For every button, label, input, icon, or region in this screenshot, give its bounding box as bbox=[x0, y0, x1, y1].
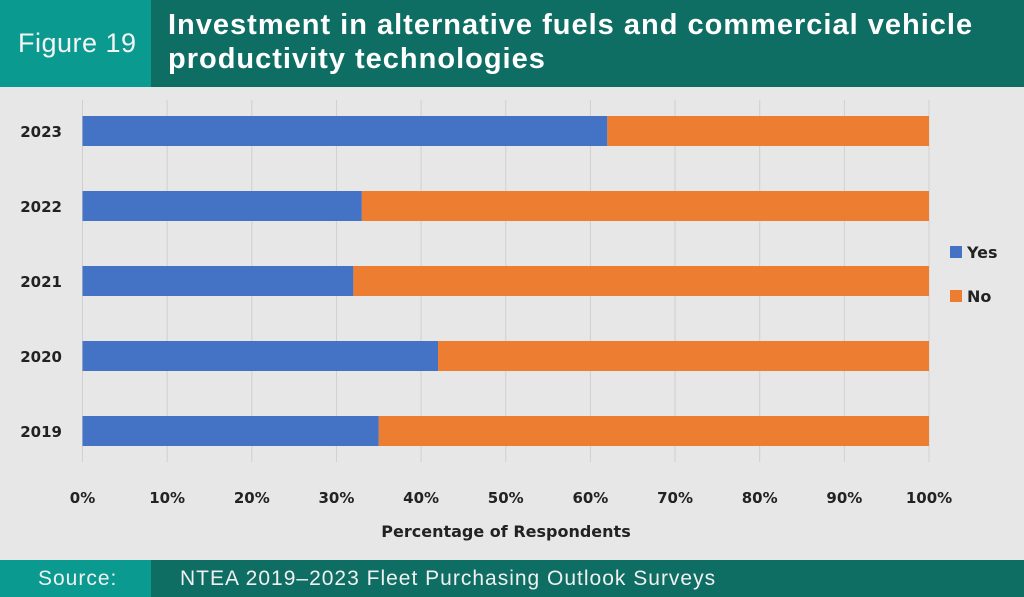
figure-label: Figure 19 bbox=[18, 28, 137, 58]
bar-no-2021 bbox=[353, 266, 929, 296]
source-label-box: Source: bbox=[0, 560, 151, 597]
x-tick-label: 70% bbox=[657, 489, 693, 507]
legend-label-yes: Yes bbox=[966, 243, 998, 262]
x-axis-label: Percentage of Respondents bbox=[381, 522, 630, 541]
legend-swatch-yes bbox=[950, 246, 962, 258]
y-tick-label: 2019 bbox=[20, 423, 62, 441]
legend-swatch-no bbox=[950, 290, 962, 302]
chart-title: Investment in alternative fuels and comm… bbox=[168, 9, 974, 75]
x-tick-label: 40% bbox=[403, 489, 439, 507]
x-tick-label: 60% bbox=[572, 489, 608, 507]
source-footer: Source: NTEA 2019–2023 Fleet Purchasing … bbox=[0, 560, 1024, 597]
x-tick-label: 10% bbox=[149, 489, 185, 507]
bar-yes-2023 bbox=[82, 116, 608, 146]
chart: 2023 2022 2021 2020 2019 0% 10% 20% 30% 40% 50% 60… bbox=[20, 100, 998, 541]
y-tick-label: 2022 bbox=[20, 198, 62, 216]
x-tick-label: 80% bbox=[742, 489, 778, 507]
bar-no-2019 bbox=[378, 416, 929, 446]
legend-label-no: No bbox=[967, 287, 991, 306]
y-tick-label: 2021 bbox=[20, 273, 62, 291]
x-tick-label: 20% bbox=[234, 489, 270, 507]
bar-yes-2021 bbox=[82, 266, 354, 296]
x-tick-label: 50% bbox=[488, 489, 524, 507]
source-label: Source: bbox=[38, 567, 118, 590]
x-tick-label: 30% bbox=[318, 489, 354, 507]
x-tick-label: 90% bbox=[826, 489, 862, 507]
bar-no-2023 bbox=[607, 116, 929, 146]
figure-label-box: Figure 19 bbox=[0, 0, 151, 87]
y-tick-label: 2023 bbox=[20, 123, 62, 141]
x-tick-label: 100% bbox=[906, 489, 952, 507]
y-tick-label: 2020 bbox=[20, 348, 62, 366]
x-tick-label: 0% bbox=[70, 489, 95, 507]
source-text: NTEA 2019–2023 Fleet Purchasing Outlook … bbox=[180, 567, 717, 590]
bar-yes-2019 bbox=[82, 416, 379, 446]
bar-no-2020 bbox=[438, 341, 929, 371]
figure-header: Figure 19 Investment in alternative fuel… bbox=[0, 0, 1024, 87]
bar-yes-2020 bbox=[82, 341, 439, 371]
bar-no-2022 bbox=[361, 191, 930, 221]
bar-yes-2022 bbox=[82, 191, 362, 221]
